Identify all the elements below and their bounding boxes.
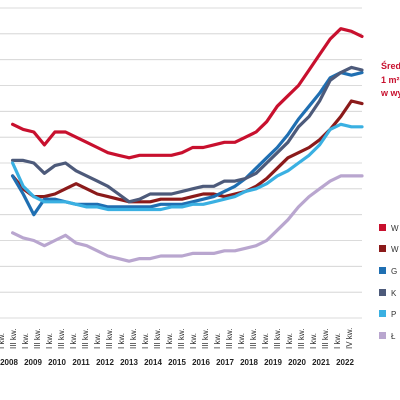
x-tick-label: IV kw.: [345, 328, 354, 349]
series-line-5: [11, 122, 364, 212]
chart-title: Śred 1 m² w wy: [380, 60, 400, 98]
x-tick-label: I kw.: [189, 333, 198, 349]
x-tick-label: III kw.: [129, 329, 138, 349]
x-quarter-labels: I kw.III kw.I kw.III kw.I kw.III kw.I kw…: [0, 328, 354, 349]
x-year-label: 2020: [288, 358, 306, 367]
x-tick-label: I kw.: [309, 333, 318, 349]
x-tick-label: I kw.: [165, 333, 174, 349]
title-line-2: 1 m²: [381, 75, 400, 85]
x-year-label: 2019: [264, 358, 282, 367]
x-year-label: 2022: [336, 358, 354, 367]
x-tick-label: III kw.: [321, 329, 330, 349]
title-line-1: Śred: [381, 60, 400, 71]
x-tick-label: III kw.: [9, 329, 18, 349]
x-year-label: 2012: [96, 358, 114, 367]
x-year-label: 2008: [0, 358, 18, 367]
x-tick-label: I kw.: [117, 333, 126, 349]
x-tick-label: III kw.: [177, 329, 186, 349]
series-lines: [11, 27, 364, 263]
x-tick-label: III kw.: [273, 329, 282, 349]
x-year-label: 2011: [72, 358, 90, 367]
legend-swatch: [379, 224, 386, 231]
legend-swatch: [379, 310, 386, 317]
x-tick-label: I kw.: [0, 333, 6, 349]
x-tick-label: I kw.: [93, 333, 102, 349]
x-tick-label: III kw.: [153, 329, 162, 349]
x-tick-label: I kw.: [285, 333, 294, 349]
x-year-label: 2016: [192, 358, 210, 367]
x-tick-label: I kw.: [45, 333, 54, 349]
x-tick-label: III kw.: [225, 329, 234, 349]
legend-label: Ł: [391, 332, 396, 341]
x-tick-label: I kw.: [333, 333, 342, 349]
x-tick-label: III kw.: [297, 329, 306, 349]
legend-swatch: [379, 289, 386, 296]
x-tick-label: III kw.: [81, 329, 90, 349]
x-year-label: 2013: [120, 358, 138, 367]
legend: W W G K P Ł: [379, 224, 399, 341]
x-tick-label: III kw.: [201, 329, 210, 349]
x-tick-label: I kw.: [261, 333, 270, 349]
x-year-label: 2010: [48, 358, 66, 367]
x-tick-label: III kw.: [57, 329, 66, 349]
legend-label: W: [391, 245, 399, 254]
series-line-2: [11, 99, 364, 204]
x-tick-label: I kw.: [237, 333, 246, 349]
legend-label: W: [391, 224, 399, 233]
series-line-1: [11, 27, 364, 160]
x-tick-label: III kw.: [105, 329, 114, 349]
x-tick-label: III kw.: [33, 329, 42, 349]
x-year-label: 2009: [24, 358, 42, 367]
x-tick-label: I kw.: [213, 333, 222, 349]
x-tick-label: III kw.: [249, 329, 258, 349]
series-line-4: [11, 65, 364, 204]
x-year-labels: 2008 2009 2010 2011 2012 2013 2014 2015 2016 2017…: [0, 358, 354, 367]
x-year-label: 2021: [312, 358, 330, 367]
legend-swatch: [379, 332, 386, 339]
legend-label: K: [391, 289, 397, 298]
title-line-3: w wy: [380, 88, 400, 98]
x-year-label: 2017: [216, 358, 234, 367]
x-tick-label: I kw.: [69, 333, 78, 349]
gridlines: [0, 7, 362, 319]
legend-swatch: [379, 267, 386, 274]
legend-label: G: [391, 267, 397, 276]
x-year-label: 2018: [240, 358, 258, 367]
x-year-label: 2014: [144, 358, 162, 367]
legend-swatch: [379, 245, 386, 252]
x-tick-label: I kw.: [21, 333, 30, 349]
series-line-3: [11, 70, 364, 217]
legend-label: P: [391, 310, 396, 319]
x-tick-label: I kw.: [141, 333, 150, 349]
x-year-label: 2015: [168, 358, 186, 367]
series-line-6: [11, 174, 364, 263]
